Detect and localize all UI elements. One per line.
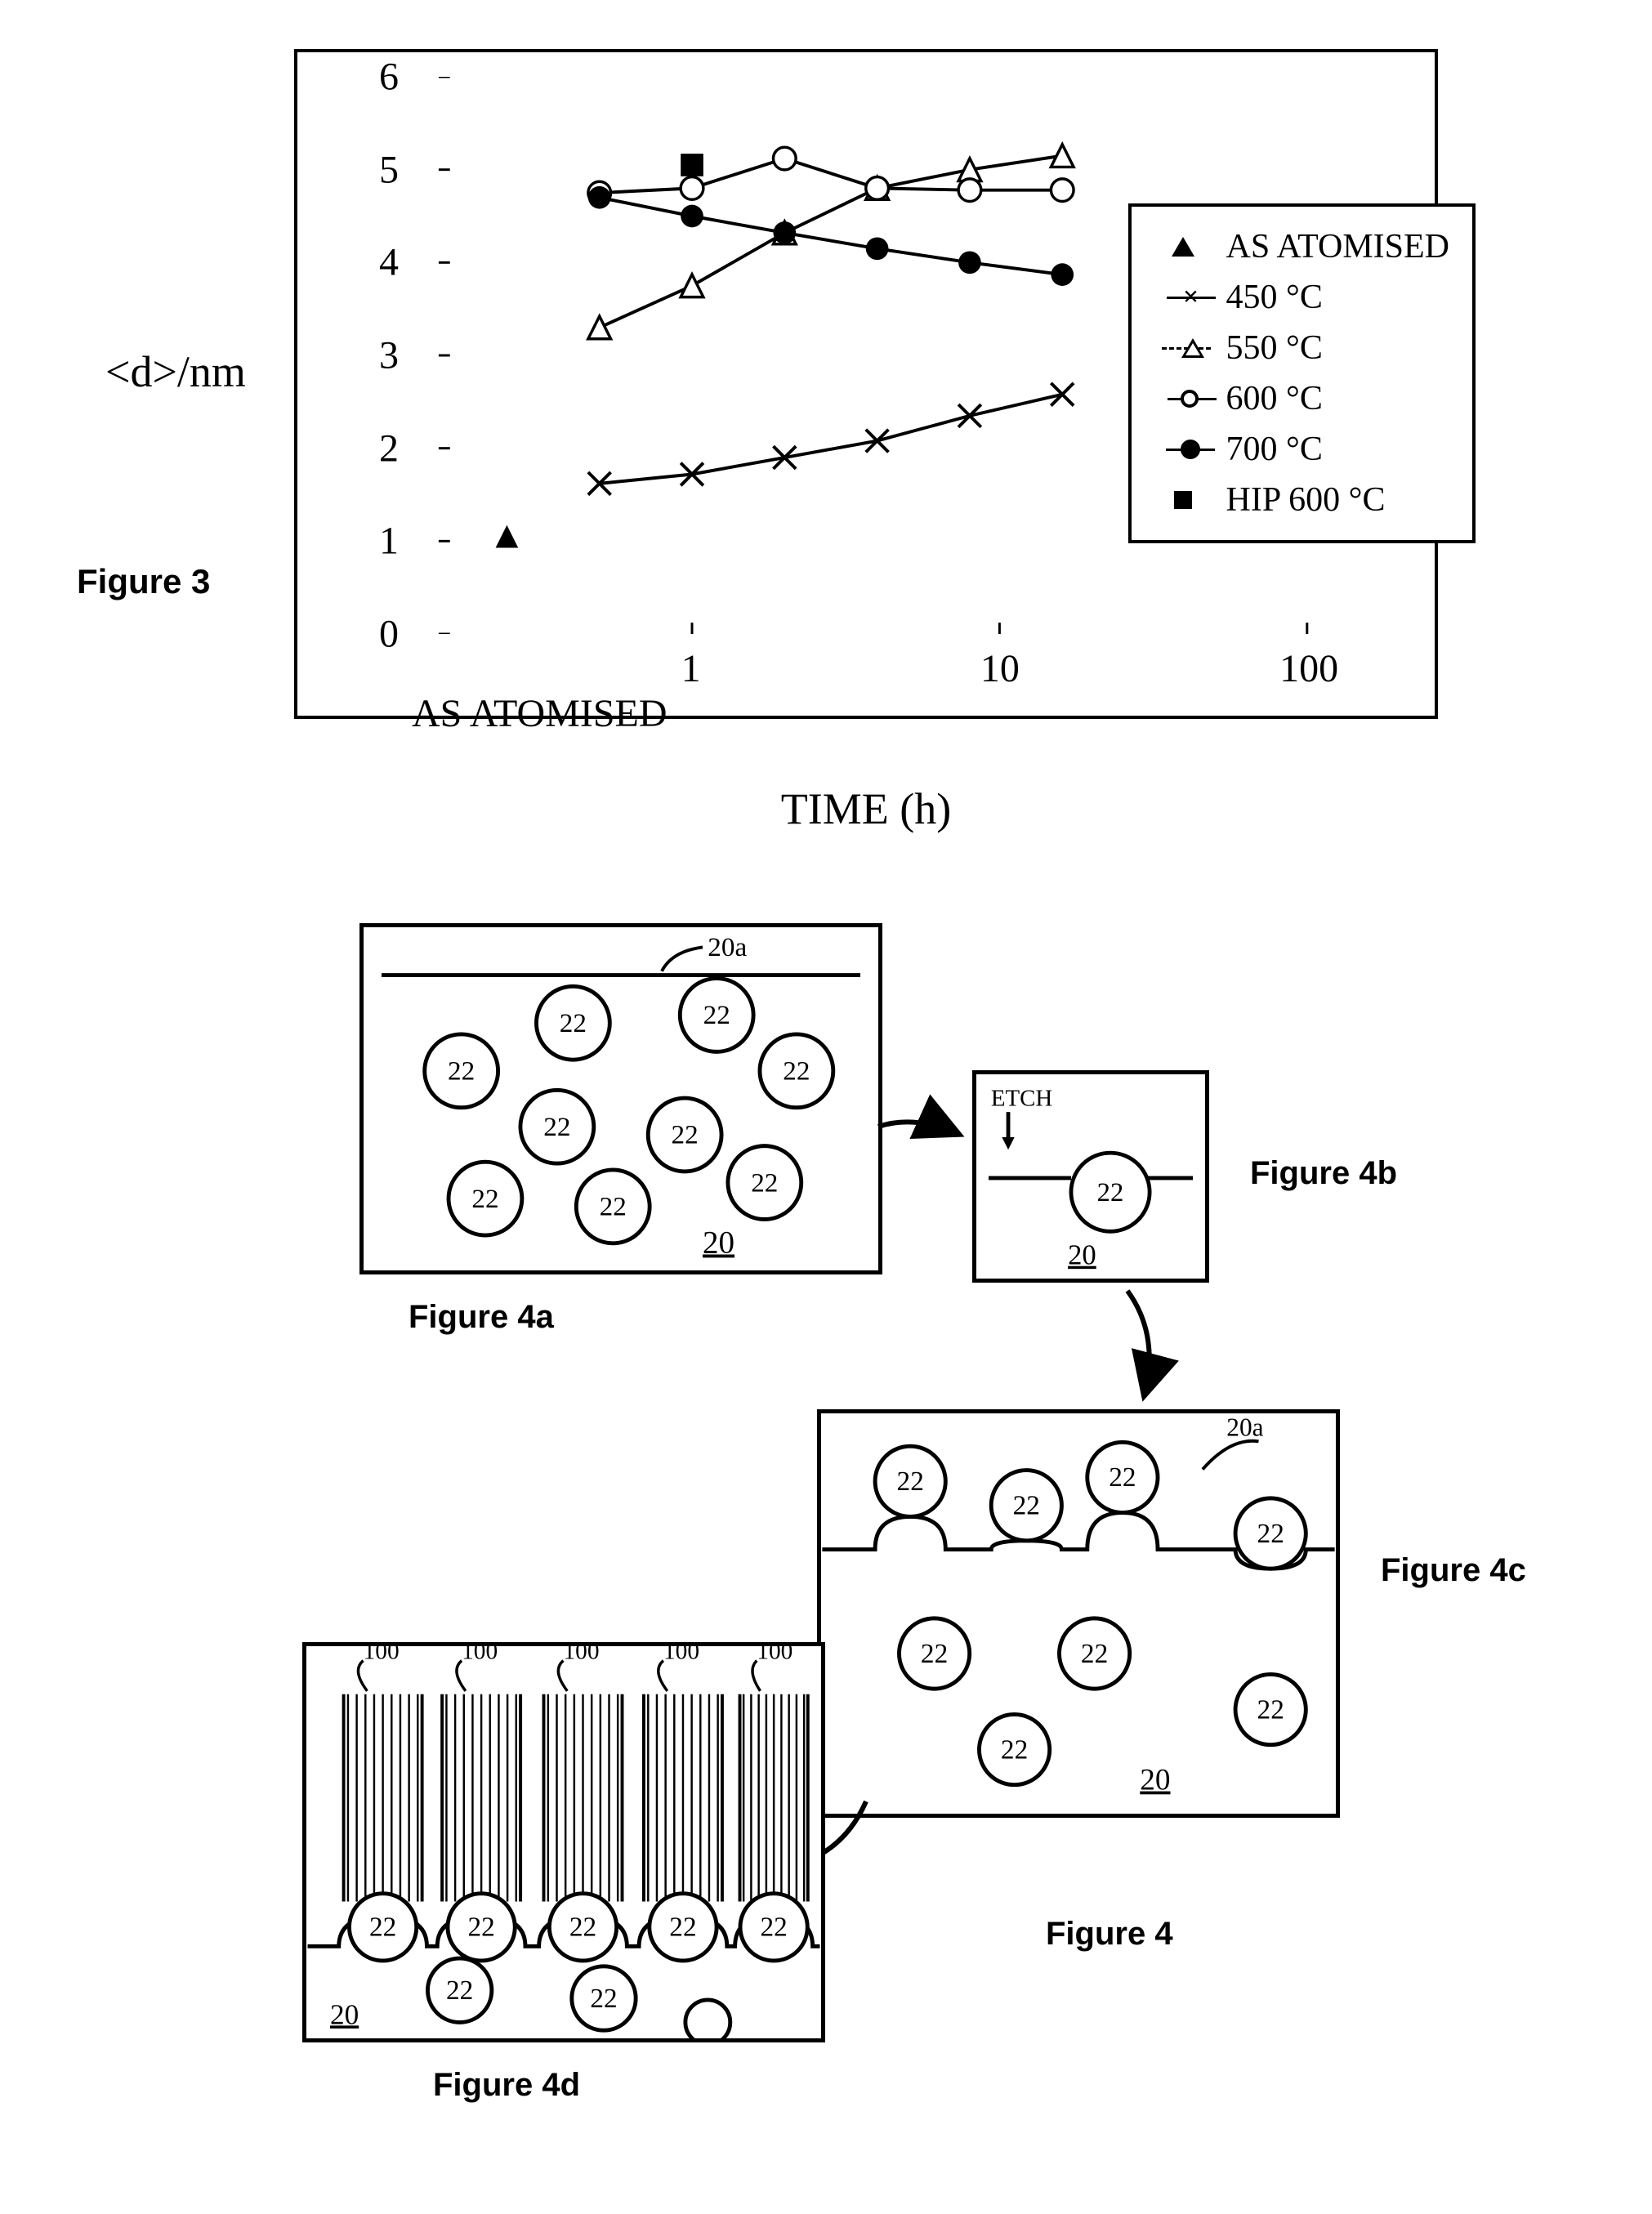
- legend-label: AS ATOMISED: [1220, 227, 1449, 266]
- svg-text:22: 22: [1097, 1178, 1124, 1207]
- figure-4d-caption: Figure 4d: [433, 2067, 580, 2104]
- page: <d>/nm Figure 3 0123456 110100 AS ATOMIS…: [82, 49, 1570, 2149]
- svg-text:22: 22: [471, 1184, 498, 1214]
- svg-text:22: 22: [921, 1639, 948, 1669]
- legend-row: ×450 °C: [1146, 272, 1449, 323]
- svg-text:22: 22: [446, 1975, 473, 2006]
- legend-label: 700 °C: [1220, 430, 1323, 469]
- svg-text:22: 22: [783, 1056, 810, 1087]
- figure-4: 20a 22 22 22 22 22 22 22 22 22 20 Figure 4a ETCH 22…: [163, 923, 1634, 2149]
- y-tick-label: 0: [379, 612, 399, 657]
- svg-text:22: 22: [1257, 1519, 1284, 1549]
- legend-marker: [1146, 440, 1220, 459]
- svg-text:20: 20: [703, 1225, 734, 1261]
- svg-text:22: 22: [1109, 1462, 1136, 1493]
- arrow-a-to-b: [874, 1106, 972, 1176]
- svg-text:22: 22: [590, 1984, 617, 2014]
- svg-text:20: 20: [1068, 1240, 1096, 1271]
- y-tick-label: 3: [379, 333, 399, 378]
- svg-text:22: 22: [897, 1466, 924, 1497]
- legend-marker: [1146, 390, 1220, 408]
- svg-text:22: 22: [760, 1913, 787, 1943]
- figure-4c-caption: Figure 4c: [1381, 1552, 1526, 1589]
- svg-text:100: 100: [663, 1646, 699, 1665]
- svg-text:22: 22: [569, 1913, 596, 1943]
- svg-text:22: 22: [448, 1056, 475, 1087]
- y-tick-label: 6: [379, 55, 399, 100]
- svg-text:22: 22: [703, 1000, 730, 1030]
- legend-row: 550 °C: [1146, 323, 1449, 373]
- svg-text:22: 22: [751, 1167, 778, 1198]
- legend-label: 450 °C: [1220, 278, 1323, 317]
- arrow-b-to-c: [1103, 1287, 1185, 1413]
- svg-text:ETCH: ETCH: [991, 1085, 1052, 1111]
- figure-4b-caption: Figure 4b: [1250, 1155, 1397, 1192]
- figure-4a-panel: 20a 22 22 22 22 22 22 22 22 22 20: [359, 923, 882, 1274]
- legend-row: HIP 600 °C: [1146, 475, 1449, 525]
- legend-marker: [1146, 491, 1220, 509]
- svg-text:22: 22: [467, 1913, 494, 1943]
- svg-text:22: 22: [672, 1120, 699, 1150]
- svg-text:22: 22: [1257, 1694, 1284, 1725]
- svg-text:100: 100: [757, 1646, 793, 1665]
- as-atomised-label: AS ATOMISED: [412, 691, 667, 736]
- figure-4a-caption: Figure 4a: [409, 1299, 554, 1336]
- legend-label: 600 °C: [1220, 379, 1323, 418]
- figure-4d-panel: 100 22 100 22 100 22 100 22 100 22 22 22 20: [302, 1642, 825, 2042]
- svg-text:22: 22: [1001, 1734, 1028, 1765]
- svg-text:100: 100: [564, 1646, 600, 1665]
- svg-text:20a: 20a: [708, 932, 747, 962]
- svg-text:20a: 20a: [1226, 1413, 1263, 1441]
- legend-marker: [1146, 338, 1220, 358]
- legend-marker: ×: [1146, 283, 1220, 311]
- legend-label: HIP 600 °C: [1220, 480, 1386, 520]
- legend: AS ATOMISED×450 °C550 °C600 °C700 °CHIP …: [1128, 203, 1476, 543]
- svg-text:22: 22: [1081, 1639, 1108, 1669]
- figure-4c-panel: 22 22 22 22 22 22 22 22 20a 20: [817, 1409, 1340, 1818]
- svg-text:22: 22: [1013, 1490, 1040, 1520]
- x-tick-label: 10: [980, 646, 1020, 691]
- svg-text:22: 22: [669, 1913, 696, 1943]
- svg-text:22: 22: [369, 1913, 396, 1943]
- legend-label: 550 °C: [1220, 328, 1323, 368]
- chart-frame: <d>/nm Figure 3 0123456 110100 AS ATOMIS…: [294, 49, 1438, 719]
- y-tick-label: 2: [379, 426, 399, 471]
- x-tick-label: 100: [1279, 646, 1338, 691]
- figure-3: <d>/nm Figure 3 0123456 110100 AS ATOMIS…: [294, 49, 1520, 719]
- y-tick-label: 1: [379, 519, 399, 564]
- x-axis-label: TIME (h): [781, 783, 951, 834]
- legend-row: 700 °C: [1146, 424, 1449, 475]
- y-axis-label: <d>/nm: [105, 346, 246, 397]
- y-tick-label: 5: [379, 147, 399, 192]
- svg-text:22: 22: [600, 1192, 627, 1222]
- y-tick-label: 4: [379, 240, 399, 285]
- svg-text:22: 22: [560, 1008, 587, 1038]
- legend-row: 600 °C: [1146, 373, 1449, 424]
- svg-text:100: 100: [364, 1646, 400, 1665]
- figure-4b-panel: ETCH 22 20: [972, 1070, 1209, 1283]
- svg-text:20: 20: [1140, 1764, 1170, 1797]
- svg-text:22: 22: [543, 1112, 570, 1142]
- legend-row: AS ATOMISED: [1146, 221, 1449, 272]
- svg-text:100: 100: [462, 1646, 498, 1665]
- svg-text:20: 20: [330, 1998, 359, 2030]
- x-tick-label: 1: [681, 646, 701, 691]
- figure-4-caption: Figure 4: [1046, 1916, 1173, 1953]
- legend-marker: [1146, 237, 1220, 257]
- figure-3-caption: Figure 3: [77, 562, 210, 601]
